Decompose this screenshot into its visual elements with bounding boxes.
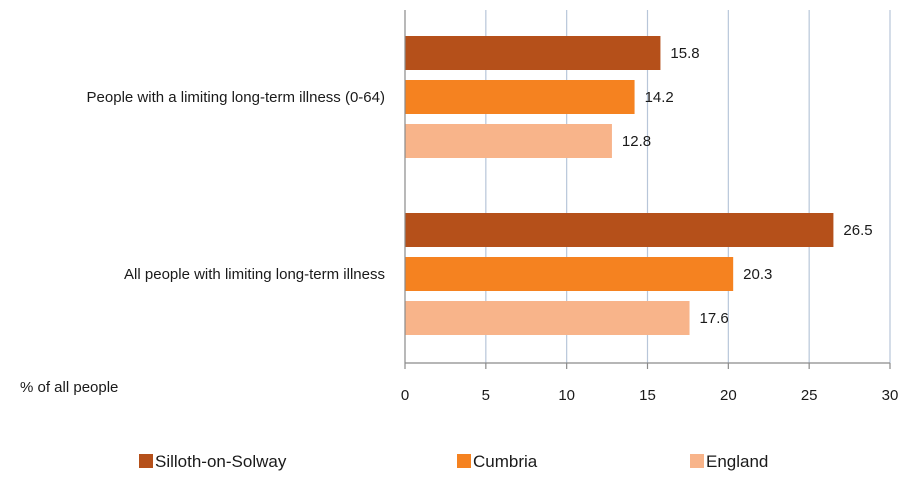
legend-label: Cumbria [473,452,538,471]
data-label: 26.5 [843,222,872,239]
x-tick-label: 0 [401,387,409,404]
data-label: 12.8 [622,133,651,150]
x-tick-label: 15 [639,387,656,404]
bar [405,301,690,335]
bar [405,257,734,291]
legend-swatch [457,454,471,468]
category-label: People with a limiting long-term illness… [87,89,385,106]
data-label: 20.3 [743,266,772,283]
category-label: All people with limiting long-term illne… [124,266,385,283]
labels: 15.8 14.2 12.8 People with a limiting long-… [20,45,898,404]
x-tick-label: 10 [558,387,575,404]
data-label: 17.6 [700,310,729,327]
legend-swatch [139,454,153,468]
legend: Silloth-on-Solway Cumbria England [139,452,768,471]
x-tick-label: 20 [720,387,737,404]
x-tick-label: 25 [801,387,818,404]
data-label: 15.8 [670,45,699,62]
data-label: 14.2 [645,89,674,106]
x-tick-label: 5 [482,387,490,404]
legend-label: England [706,452,768,471]
bar [405,36,661,70]
legend-label: Silloth-on-Solway [155,452,287,471]
legend-swatch [690,454,704,468]
bar [405,213,834,247]
axes [404,10,891,369]
bars [405,36,834,335]
x-tick-label: 30 [882,387,899,404]
x-axis-title: % of all people [20,379,118,396]
bar [405,124,612,158]
bar [405,80,635,114]
